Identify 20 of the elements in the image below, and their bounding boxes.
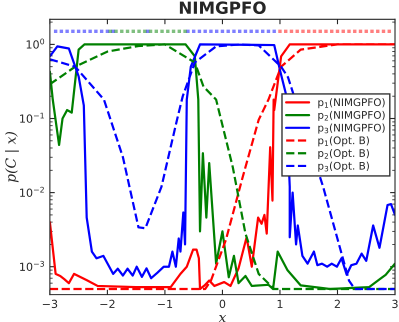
y-tick-label: 10$^{−3}$ bbox=[20, 260, 44, 272]
x-axis-title: x bbox=[218, 314, 226, 322]
legend-label: p$_{3}$(NIMGPFO) bbox=[318, 124, 385, 134]
y-tick-label: 10$^{−2}$ bbox=[20, 186, 44, 197]
y-tick-label: 10$^{−1}$ bbox=[20, 112, 44, 123]
x-tick-label: −2 bbox=[100, 300, 114, 308]
x-tick-label: 2 bbox=[334, 300, 340, 308]
legend-label: p$_{1}$(Opt. B) bbox=[318, 136, 369, 146]
y-axis-title: p(C | x) bbox=[5, 132, 19, 182]
x-tick-label: 3 bbox=[392, 300, 398, 308]
x-tick-label: −3 bbox=[42, 300, 58, 308]
y-tick-label: 10$^{0}$ bbox=[26, 38, 44, 49]
legend-label: p$_{1}$(NIMGPFO) bbox=[318, 98, 385, 108]
x-tick-label: −1 bbox=[158, 300, 172, 308]
chart-title: NIMGPFO bbox=[180, 1, 266, 14]
legend-label: p$_{3}$(Opt. B) bbox=[318, 162, 369, 172]
legend-label: p$_{2}$(NIMGPFO) bbox=[318, 110, 385, 121]
x-tick-label: 1 bbox=[278, 300, 282, 308]
legend-label: p$_{2}$(Opt. B) bbox=[318, 148, 369, 160]
x-tick-label: 0 bbox=[220, 300, 226, 308]
